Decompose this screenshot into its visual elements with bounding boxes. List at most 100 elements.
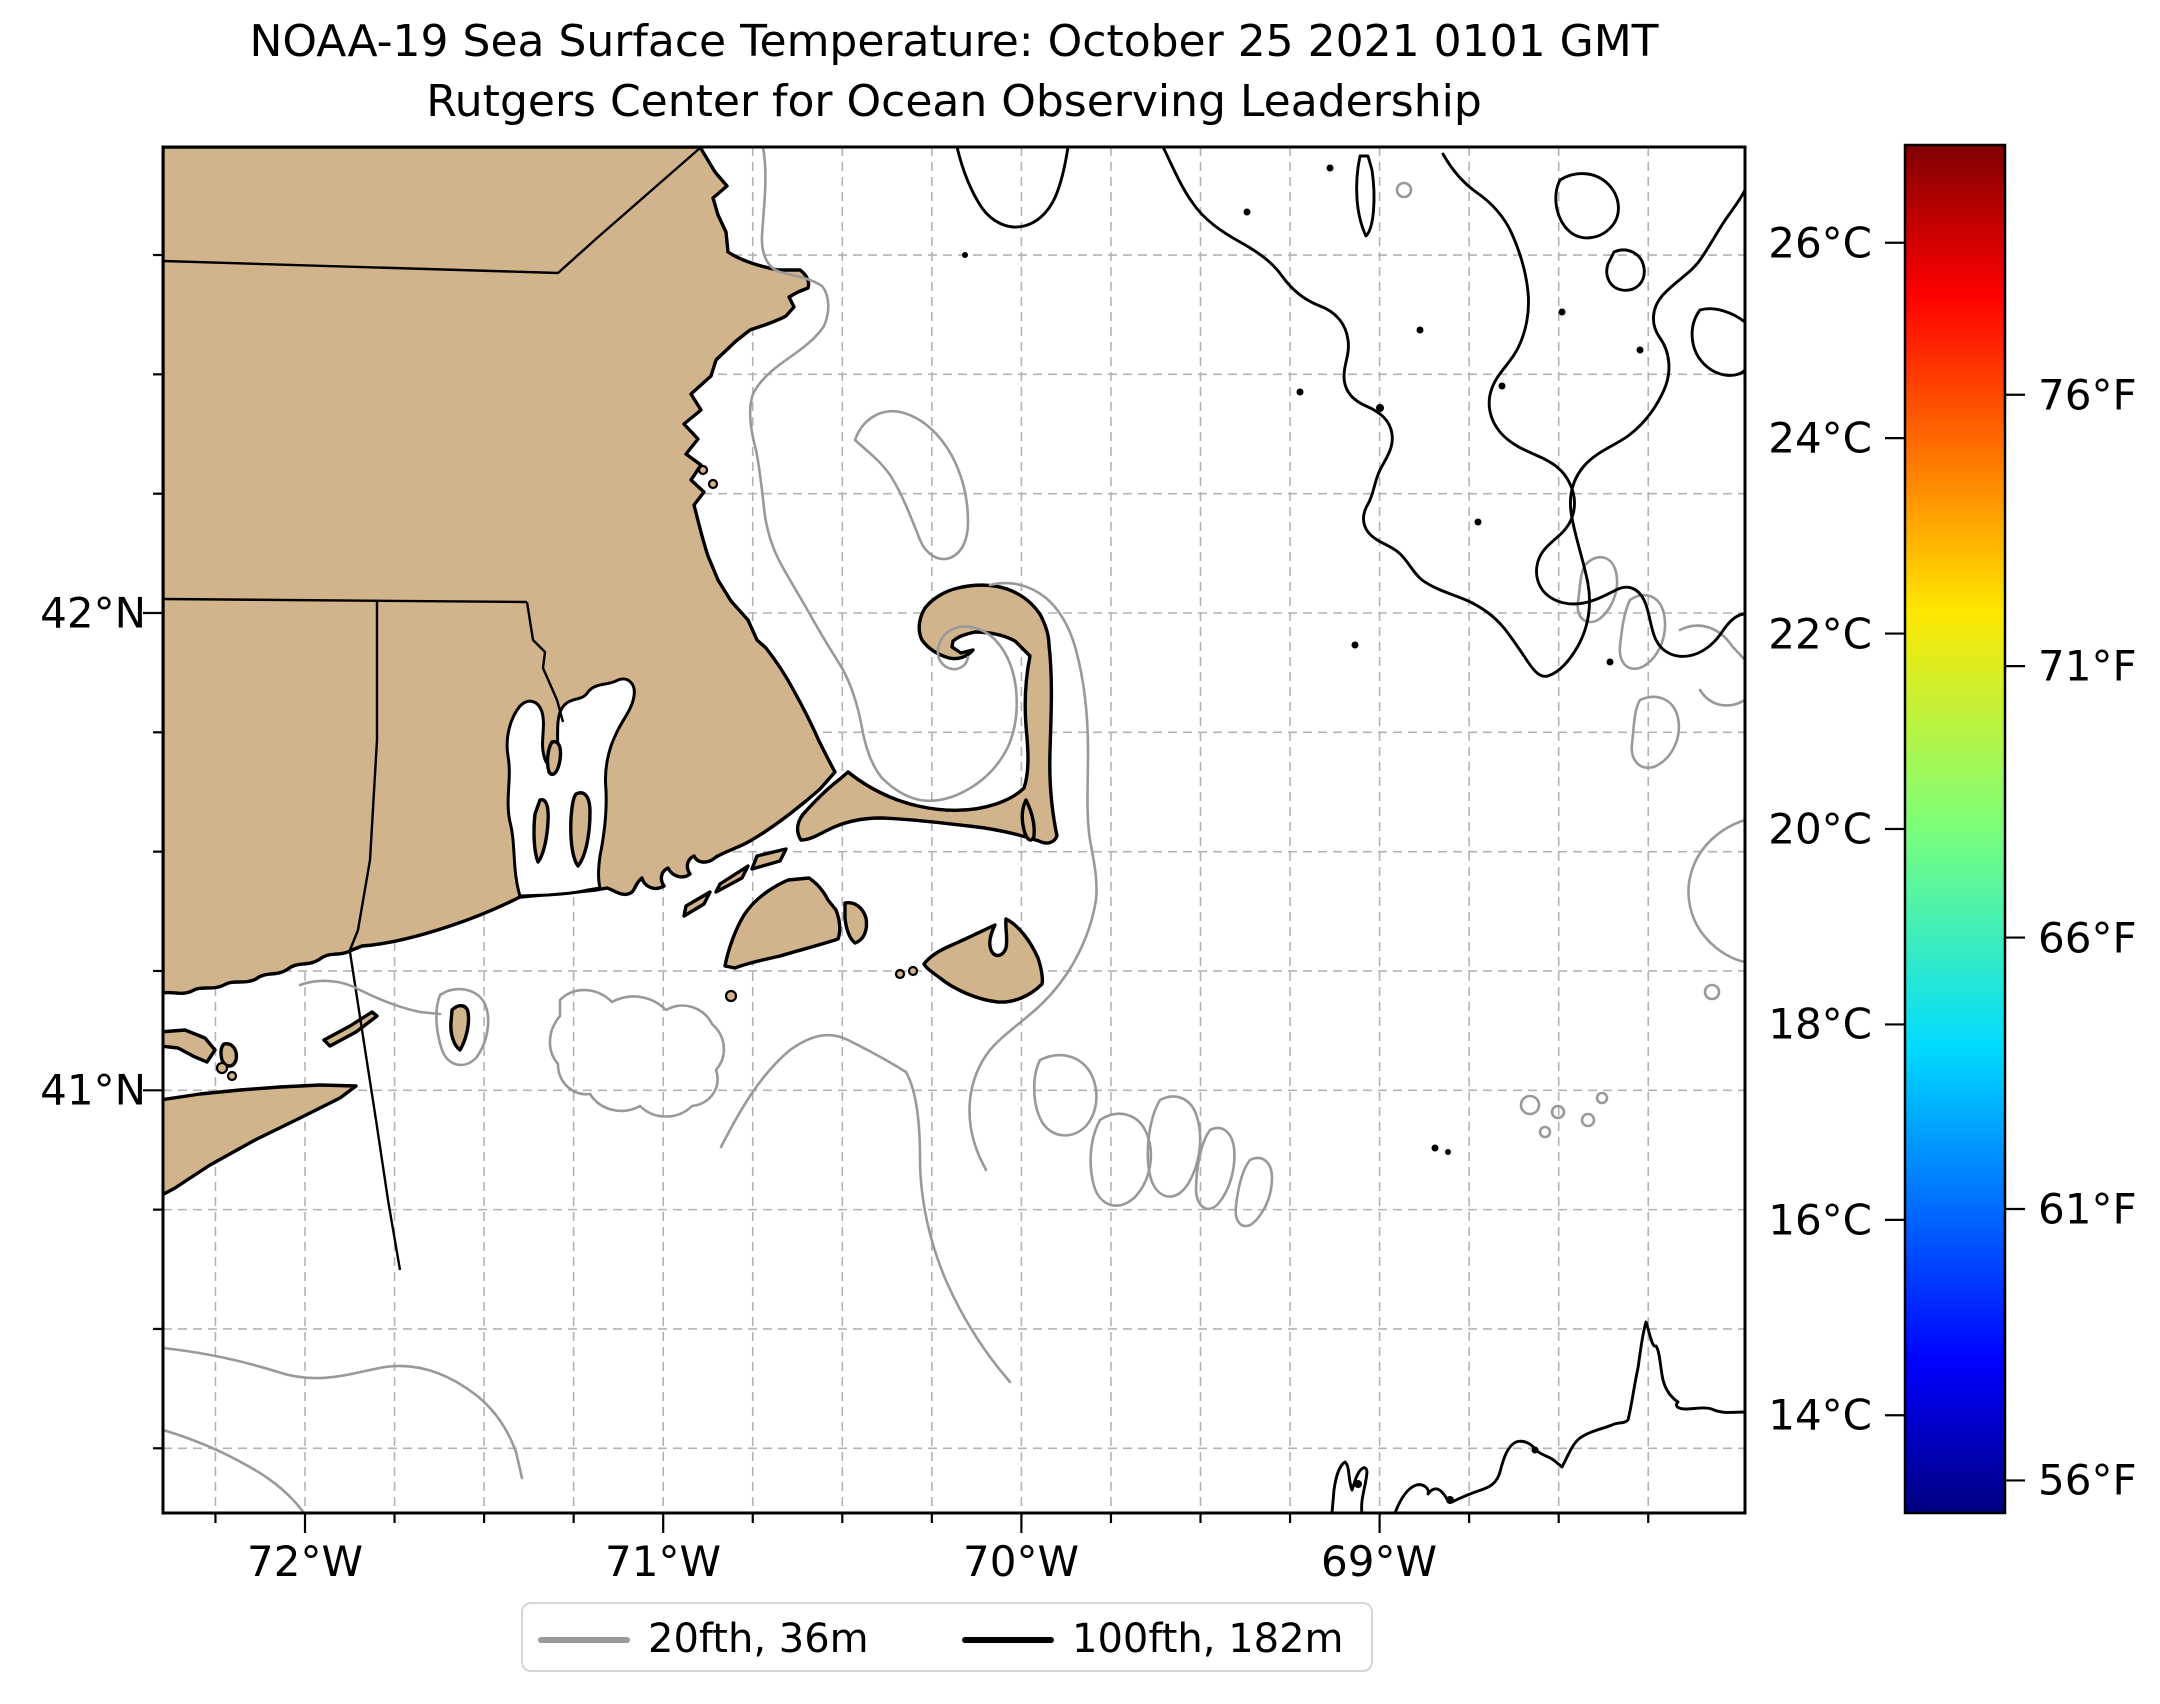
isobath-20fth-shoal-ring	[1550, 1104, 1566, 1120]
contour-dot	[1431, 1144, 1439, 1152]
celsius-tick-label: 16°C	[1768, 1196, 1872, 1245]
state-border-ny-marine	[348, 951, 402, 1271]
isobath-20fth-sw-corner	[163, 1428, 306, 1513]
boston-harbor-island	[697, 464, 709, 476]
aquidneck-island	[569, 791, 592, 868]
colorbar-gradient-bar	[1903, 143, 2007, 1515]
cape-cod	[795, 583, 1059, 845]
contour-dot	[1636, 346, 1644, 354]
marthas-vineyard	[723, 876, 842, 970]
isobath-20fth-rhode-island-sound	[548, 988, 726, 1118]
elizabeth-islands	[682, 890, 712, 918]
boston-harbor-island	[707, 478, 719, 490]
isobath-20fth-nantucket-shoals	[1146, 1095, 1202, 1198]
contour-dot	[1446, 1496, 1454, 1504]
elizabeth-islands	[750, 847, 788, 871]
contour-dot	[1243, 208, 1251, 216]
celsius-tick-label: 22°C	[1768, 610, 1872, 659]
lon-tick-label: 72°W	[247, 1537, 363, 1586]
isobath-20fth-nantucket-sweep	[719, 1033, 1012, 1384]
isobath-20fth-outer-cape	[968, 581, 1098, 1172]
contour-dot	[1474, 518, 1482, 526]
contour-dot	[962, 252, 968, 258]
no-mans-land-island	[724, 989, 738, 1003]
contour-dot	[1326, 164, 1334, 172]
isobath-20fth-right-edge	[1687, 818, 1745, 964]
isobath-20fth-nantucket-shoals	[1194, 1126, 1236, 1211]
celsius-tick-label: 24°C	[1768, 414, 1872, 463]
contour-dot	[1354, 1480, 1362, 1488]
isobath-20fth-li-sound-entrance	[298, 979, 442, 1016]
isobath-20fth-nantucket-shoals	[1032, 1053, 1098, 1137]
map-content	[163, 147, 1745, 1513]
title-line-1: NOAA-19 Sea Surface Temperature: October…	[249, 16, 1659, 67]
contour-dot	[1498, 382, 1506, 390]
isobath-20fth-shoal-ring	[1538, 1125, 1552, 1139]
contour-dot	[1416, 326, 1424, 334]
isobath-20fth-shoal-ring	[1395, 181, 1413, 199]
figure-title: NOAA-19 Sea Surface Temperature: October…	[163, 12, 1745, 132]
monomoy-island	[1020, 798, 1036, 842]
isobath-20fth-georges-west	[1618, 593, 1667, 671]
colorbar-tick-marks	[1885, 241, 2025, 1482]
isobath-20fth-nantucket-shoals	[1234, 1156, 1274, 1228]
state-border-ct-ri	[348, 601, 379, 951]
celsius-tick-label: 20°C	[1768, 805, 1872, 854]
fahrenheit-tick-label: 61°F	[2038, 1185, 2137, 1234]
mainland-new-england	[163, 147, 837, 996]
lon-tick-label: 70°W	[963, 1537, 1079, 1586]
isobath-20fth-block-island	[435, 987, 490, 1067]
isobath-20fth-stellwagen	[853, 409, 970, 561]
legend-line-20fth	[538, 1637, 630, 1643]
contour-dot	[1445, 1149, 1451, 1155]
isobath-100fth-top-basin	[955, 147, 1070, 229]
isobath-100fth-ring	[1605, 248, 1646, 292]
isobath-100fth-shelf-fork	[1330, 1460, 1369, 1513]
fahrenheit-tick-label: 66°F	[2038, 914, 2137, 963]
contour-dot	[1531, 1446, 1539, 1454]
isobath-20fth-coastal	[748, 147, 1019, 803]
lat-tick-label: 41°N	[40, 1066, 146, 1115]
block-island	[449, 1004, 471, 1052]
isobath-100fth-gulf-of-maine	[1441, 152, 1745, 658]
isobath-legend: 20fth, 36m 100fth, 182m	[521, 1602, 1373, 1672]
state-border-ri-ma-east	[525, 601, 565, 723]
colorbar: 26°C 24°C 22°C 20°C 18°C 16°C 14°C 76°F …	[1768, 143, 2137, 1515]
contour-dot	[1558, 308, 1566, 316]
isobath-100fth-shelf-edge	[1393, 1320, 1745, 1513]
axis-tick-labels: 72°W 71°W 70°W 69°W 42°N 41°N	[40, 589, 1437, 1587]
legend-label-100fth: 100fth, 182m	[1072, 1616, 1344, 1662]
lon-tick-label: 69°W	[1321, 1537, 1437, 1586]
celsius-tick-label: 14°C	[1768, 1391, 1872, 1440]
isobath-20fth-georges-west	[1698, 688, 1745, 707]
isobath-20fth-georges-west	[1630, 695, 1681, 769]
nantucket-island	[922, 917, 1045, 1004]
isobath-20fth-shoal-ring	[1703, 983, 1721, 1001]
legend-label-20fth: 20fth, 36m	[648, 1616, 869, 1662]
isobath-20fth-shoal-ring	[1519, 1094, 1541, 1116]
isobath-20fth-south-of-long-island	[163, 1346, 524, 1480]
isobath-20fth-georges-west	[1576, 555, 1619, 624]
conanicut-island	[532, 798, 550, 864]
contour-dot	[1376, 404, 1384, 412]
long-island-north-fork	[163, 1028, 217, 1064]
celsius-tick-label: 18°C	[1768, 1000, 1872, 1049]
isobath-20fth-shoal-ring	[1595, 1091, 1609, 1105]
isobath-20fth-georges-west	[1678, 624, 1745, 662]
state-border-ma-nh	[163, 147, 701, 275]
tuckernuck-island	[907, 965, 919, 977]
fahrenheit-tick-label: 76°F	[2038, 371, 2137, 420]
gull-island	[226, 1070, 238, 1082]
isobath-20fth-nantucket-shoals	[1089, 1112, 1153, 1207]
lat-tick-label: 42°N	[40, 589, 146, 638]
state-border-ma-ct-ri	[163, 597, 528, 604]
long-island-south-fork	[163, 1083, 358, 1197]
fishers-island	[322, 1010, 379, 1048]
gardiners-island	[219, 1042, 239, 1068]
isobath-20fth-shoal-ring	[1580, 1112, 1596, 1128]
celsius-tick-label: 26°C	[1768, 219, 1872, 268]
isobath-100fth-sliver	[1355, 154, 1376, 238]
fahrenheit-tick-label: 56°F	[2038, 1456, 2137, 1505]
muskeget-island	[894, 968, 906, 980]
